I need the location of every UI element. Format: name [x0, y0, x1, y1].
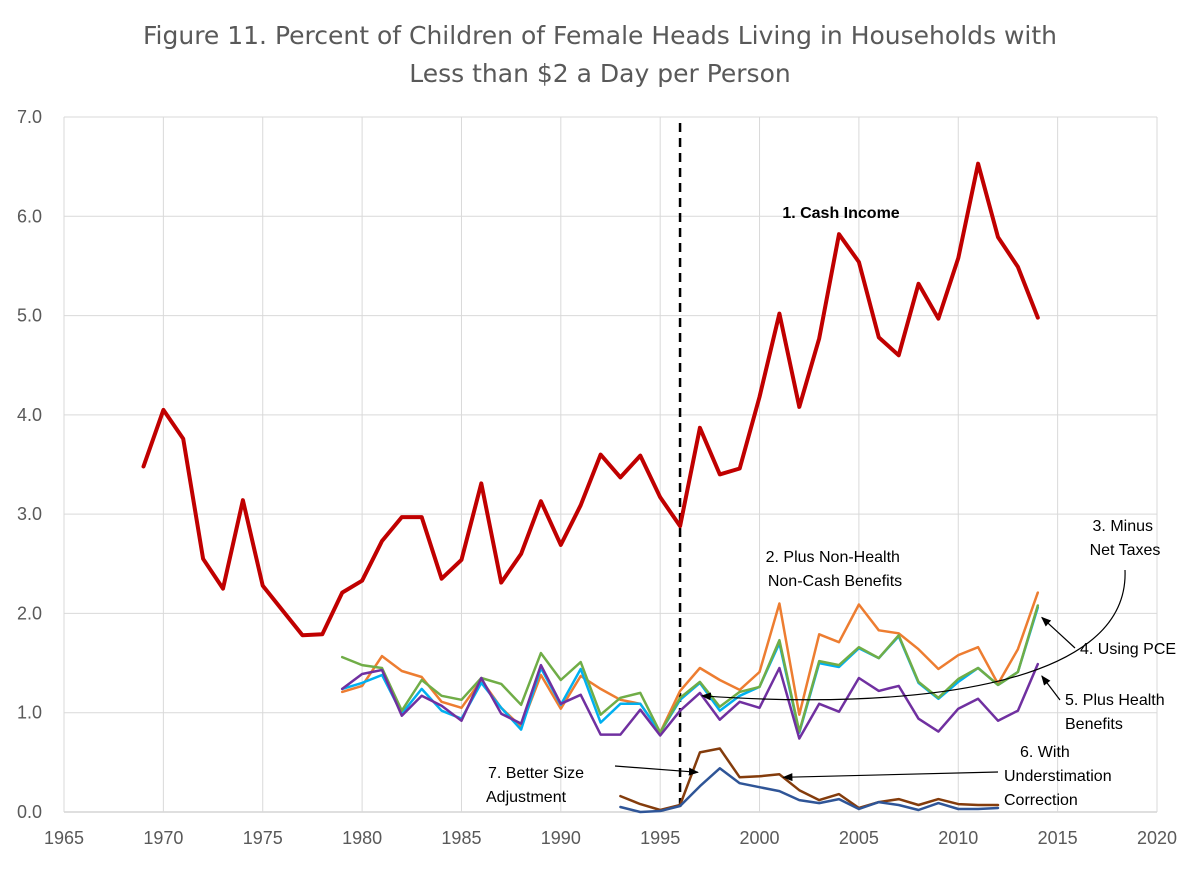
- series-line-size: [619, 767, 1000, 814]
- x-tick-label: 1975: [243, 828, 283, 848]
- x-tick-label: 2015: [1038, 828, 1078, 848]
- chart-title-line-1: Figure 11. Percent of Children of Female…: [143, 21, 1057, 50]
- y-tick-label: 6.0: [17, 206, 42, 226]
- series-line-non-health: [340, 591, 1040, 734]
- x-tick-label: 1965: [44, 828, 84, 848]
- y-tick-label: 7.0: [17, 107, 42, 127]
- x-tick-label: 2020: [1137, 828, 1177, 848]
- chart-title-line-2: Less than $2 a Day per Person: [409, 59, 790, 88]
- axis-ticks: 0.0 1.0 2.0 3.0 4.0 5.0 6.0 7.0 1965 1970 1975 1980…: [17, 107, 1177, 848]
- series-line-pce: [340, 604, 1040, 734]
- arrow-pce: [1041, 616, 1076, 649]
- arrow-health: [1041, 675, 1061, 701]
- arrow-understimation: [782, 771, 999, 782]
- y-tick-label: 4.0: [17, 405, 42, 425]
- annotation-size-adjustment: 7. Better Size Adjustment: [486, 765, 589, 806]
- arrow-net-taxes: [700, 569, 1126, 701]
- annotation-non-health: 2. Plus Non-Health Non-Cash Benefits: [766, 549, 905, 590]
- x-tick-label: 1985: [441, 828, 481, 848]
- annotation-pce: 4. Using PCE: [1080, 641, 1176, 658]
- series-line-understimation: [619, 747, 1000, 812]
- annotation-arrows: [614, 569, 1126, 782]
- y-tick-label: 3.0: [17, 504, 42, 524]
- x-tick-label: 1995: [640, 828, 680, 848]
- annotation-cash-income: 1. Cash Income: [782, 205, 899, 222]
- x-tick-label: 2005: [839, 828, 879, 848]
- arrow-size: [614, 765, 699, 776]
- x-tick-label: 1980: [342, 828, 382, 848]
- x-tick-label: 1990: [541, 828, 581, 848]
- x-tick-label: 2010: [938, 828, 978, 848]
- y-tick-label: 2.0: [17, 603, 42, 623]
- x-tick-label: 2000: [740, 828, 780, 848]
- y-tick-label: 5.0: [17, 306, 42, 326]
- y-tick-label: 0.0: [17, 802, 42, 822]
- y-tick-label: 1.0: [17, 703, 42, 723]
- series-line-health: [340, 662, 1040, 740]
- series-line-cash: [141, 161, 1040, 638]
- annotation-understimation: 6. With Understimation Correction: [1004, 744, 1116, 809]
- annotation-net-taxes: 3. Minus Net Taxes: [1090, 518, 1161, 559]
- chart-grid: [63, 116, 1158, 813]
- series-line-net-taxes: [340, 606, 1040, 734]
- annotation-health: 5. Plus Health Benefits: [1065, 692, 1169, 733]
- x-tick-label: 1970: [143, 828, 183, 848]
- series-group: [141, 161, 1040, 814]
